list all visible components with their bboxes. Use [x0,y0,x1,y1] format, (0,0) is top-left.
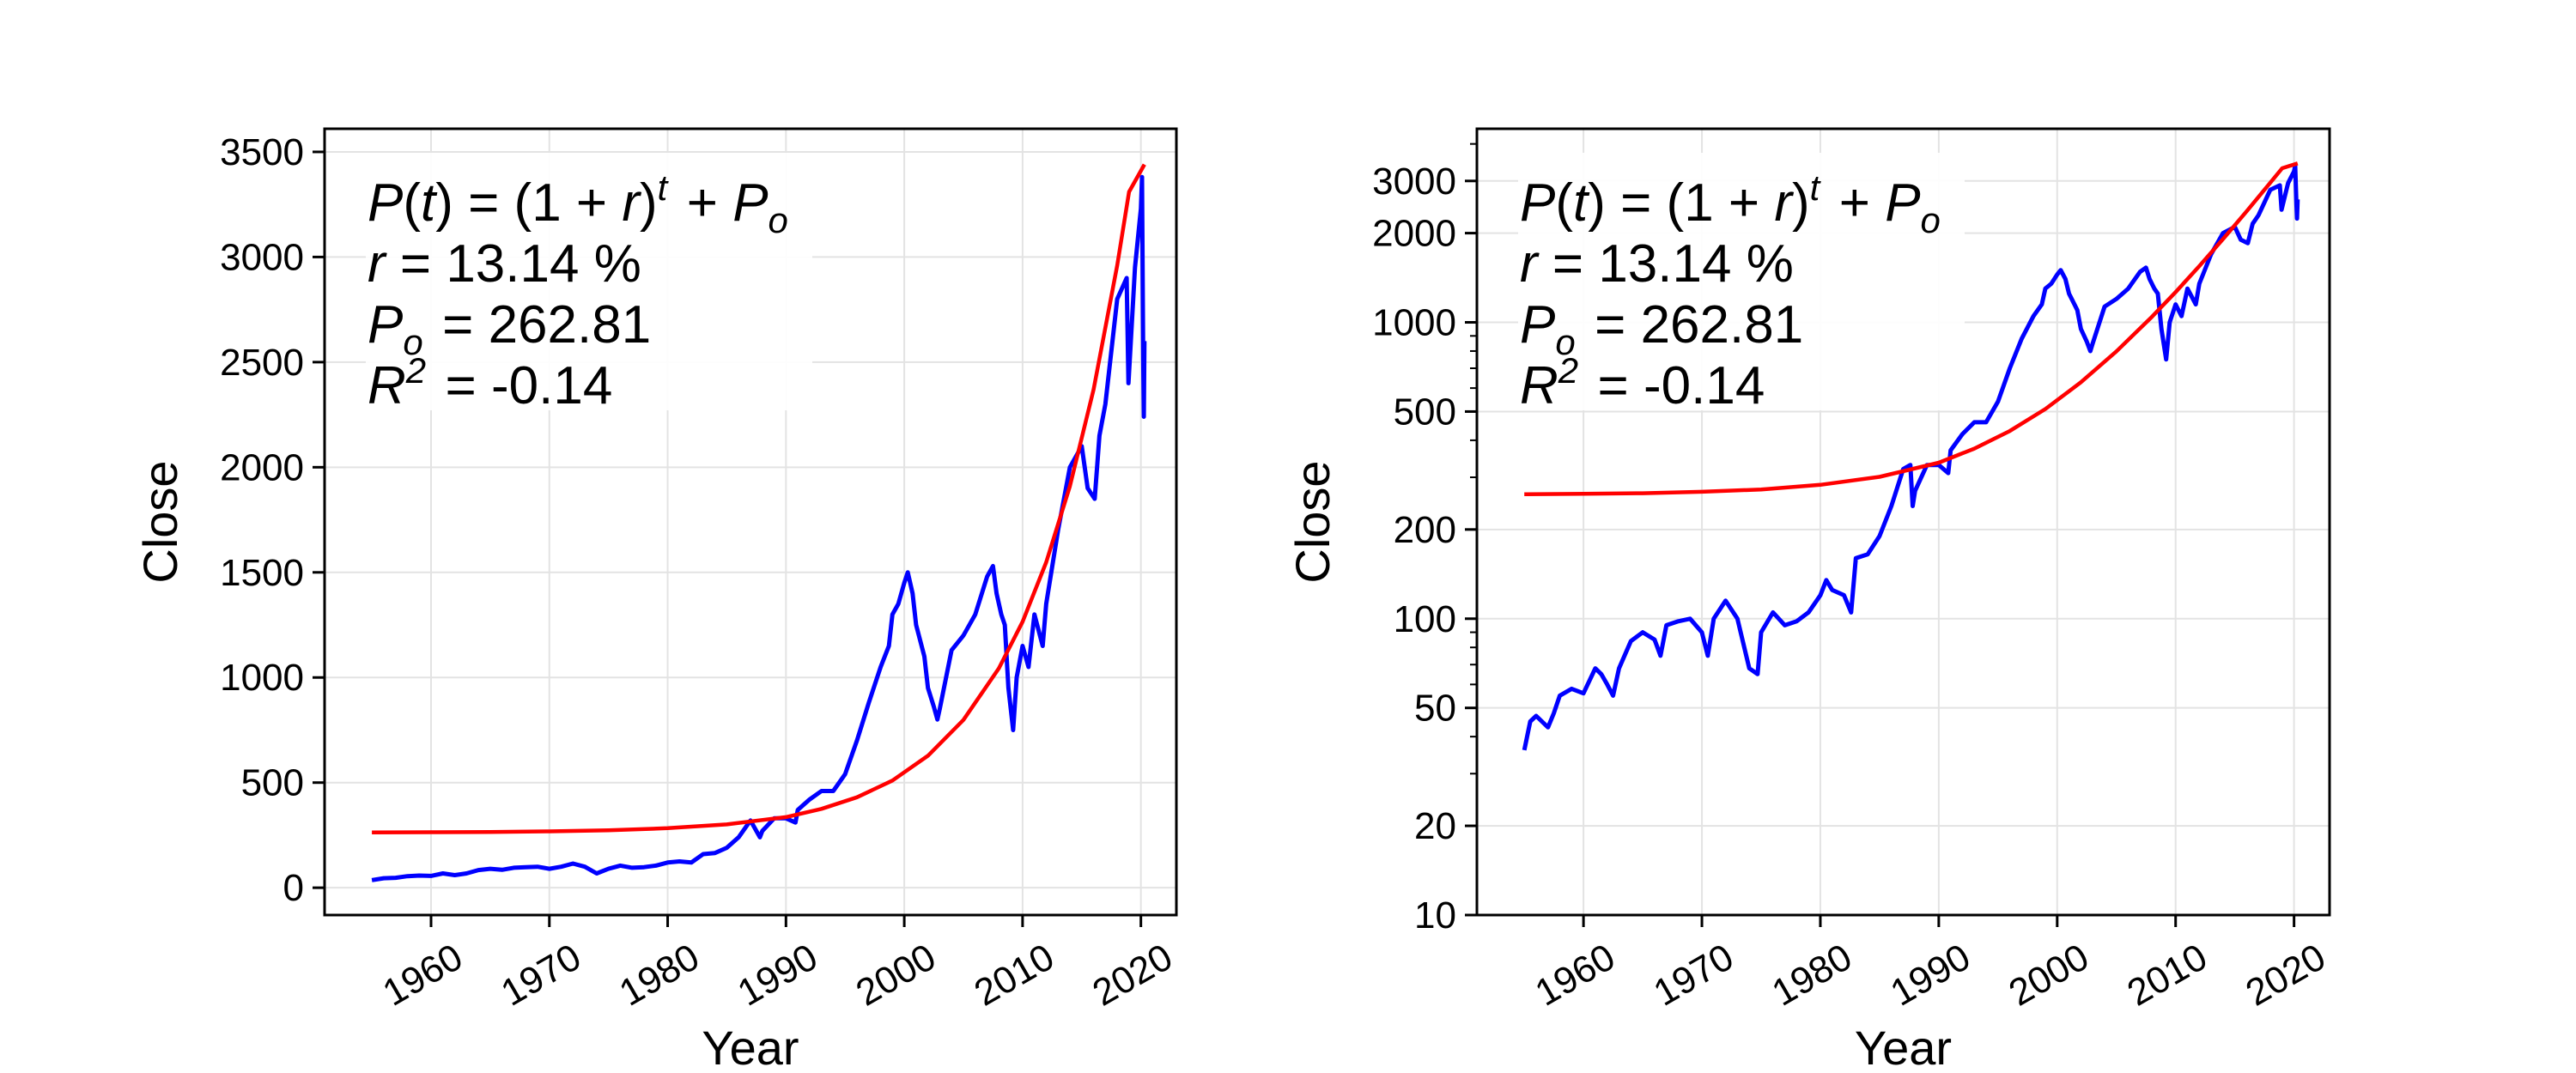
y-tick-label: 1000 [220,657,304,699]
model-equation-text: P(t) = (1 + r)t + Po [368,167,793,240]
y-tick-label: 500 [1394,391,1456,433]
y-tick-label: 2500 [220,342,304,384]
growth-rate-text: r = 13.14 % [1520,234,1794,294]
r-squared-text: R2 = -0.14 [368,350,612,415]
y-tick-label: 3000 [220,236,304,278]
exponential-fit-line [372,163,1146,834]
y-tick-label: 200 [1394,509,1456,551]
y-axis-label: Close [133,460,187,583]
r-squared-text: R2 = -0.14 [1520,350,1765,415]
y-tick-label: 3500 [220,131,304,173]
y-tick-label: 50 [1414,688,1456,730]
exponential-fit-line [1524,161,2299,497]
plot-frame [323,127,1178,917]
y-tick-label: 1000 [1372,302,1456,344]
model-equation-text: P(t) = (1 + r)t + Po [1520,167,1945,240]
y-tick-label: 100 [1394,598,1456,640]
offset-text: Po = 262.81 [368,295,651,362]
annotation-box [366,153,812,410]
plot-area [1522,161,2300,751]
y-tick-label: 2000 [220,446,304,488]
y-tick-label: 10 [1414,894,1456,937]
x-axis-label: Year [1855,1021,1952,1073]
log-scale-panel: 1960 1970 1980 1990 2000 2010 2020102050100200… [1285,127,2333,1073]
annotation-box [1518,153,1965,410]
offset-text: Po = 262.81 [1520,295,1803,362]
y-axis-label: Close [1285,460,1340,583]
growth-rate-text: r = 13.14 % [368,234,641,294]
x-axis-label: Year [702,1021,799,1073]
plot-frame [1475,127,2331,917]
y-tick-label: 0 [283,867,304,909]
close-price-line [1522,163,2300,751]
y-tick-label: 1500 [220,552,304,594]
y-tick-label: 500 [241,762,304,804]
linear-scale-panel: 1960 1970 1980 1990 2000 2010 2020050010001500… [133,127,1180,1073]
y-tick-label: 3000 [1372,161,1456,203]
y-tick-label: 20 [1414,805,1456,847]
y-tick-label: 2000 [1372,213,1456,255]
plot-area [371,163,1147,882]
